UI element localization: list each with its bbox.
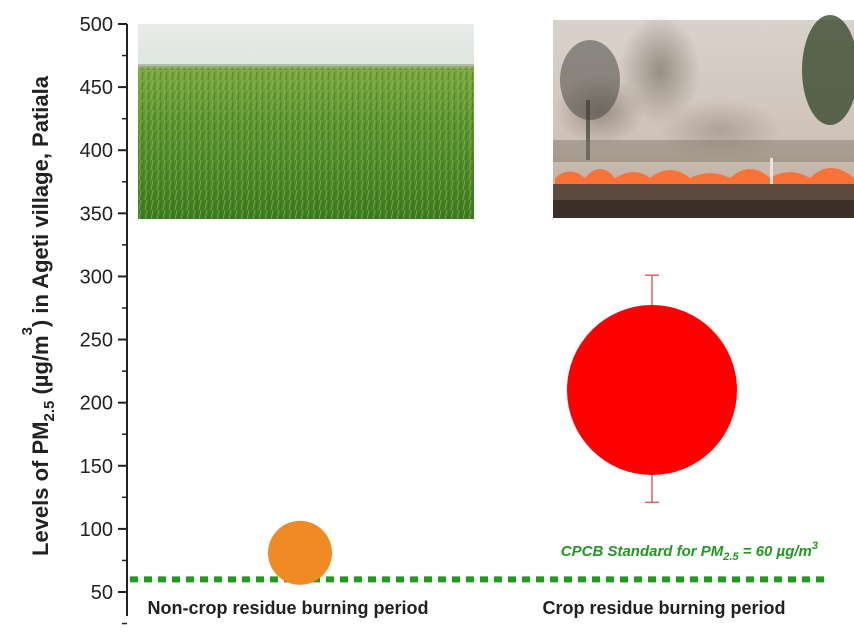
y-axis-label: Levels of PM2.5 (µg/m3) in Ageti village… [19,75,58,556]
y-axis-label-part: 3 [19,327,36,335]
y-axis: 50 100 150 200 250 300 350 400 450 500 [80,14,128,625]
data-bubble [268,520,332,585]
y-tick-label: 500 [80,14,113,36]
y-tick-label: 150 [80,456,113,478]
y-tick-label: 250 [80,330,113,352]
y-tick-label: 300 [80,266,113,288]
category-labels: Non-crop residue burning period Crop resi… [147,598,785,618]
data-points [268,274,737,585]
crop-fire-photo [553,15,854,218]
y-axis-label-part: ) in Ageti village, Patiala [28,75,53,327]
y-tick-label: 400 [80,140,113,162]
category-label: Crop residue burning period [542,598,785,618]
cpcb-standard-label-part: 2.5 [722,551,739,563]
y-tick-label: 100 [80,519,113,541]
y-tick-label: 450 [80,77,113,99]
y-axis-label-part: (µg/m [28,335,53,400]
y-tick-label: 350 [80,203,113,225]
cpcb-standard-label: CPCB Standard for PM2.5 = 60 µg/m3 [561,540,818,563]
y-tick-label: 200 [80,393,113,415]
cpcb-standard-label-part: 3 [812,540,818,552]
data-bubble [567,305,737,476]
cpcb-standard-label-part: CPCB Standard for PM [561,543,724,560]
y-axis-label-part: Levels of PM [28,422,53,556]
cpcb-standard-label-part: µ [776,543,786,560]
cpcb-standard-label-part: = 60 [739,543,777,560]
y-tick-label: 50 [91,582,113,604]
y-axis-label-part: 2.5 [41,401,58,422]
cpcb-standard-reference: CPCB Standard for PM2.5 = 60 µg/m3 [130,540,830,583]
wheat-field-photo [138,24,474,219]
cpcb-standard-label-part: g/m [784,543,812,560]
category-label: Non-crop residue burning period [147,598,428,618]
